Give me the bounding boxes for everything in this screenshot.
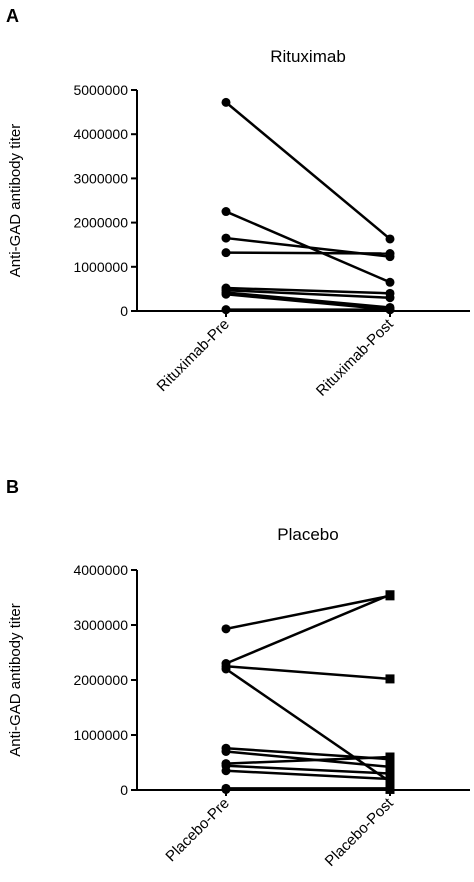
y-tick-label: 1000000 bbox=[73, 727, 128, 743]
post-point bbox=[385, 762, 395, 772]
pre-point bbox=[221, 664, 231, 674]
y-tick-label: 5000000 bbox=[73, 82, 128, 98]
x-category-label: Placebo-Post bbox=[322, 794, 398, 870]
y-tick-label: 0 bbox=[120, 303, 128, 319]
chart-panel-b: B Placebo Anti-GAD antibody titer 0 1000000 2… bbox=[6, 477, 470, 870]
series-line bbox=[225, 665, 391, 681]
chart-panel-a: A Rituximab Anti-GAD antibody titer 0 100000… bbox=[6, 6, 470, 400]
y-axis-label: Anti-GAD antibody titer bbox=[7, 124, 24, 277]
panel-letter: B bbox=[6, 477, 19, 497]
y-tick-label: 2000000 bbox=[73, 672, 128, 688]
chart-title: Placebo bbox=[277, 525, 338, 544]
y-tick-label: 3000000 bbox=[73, 617, 128, 633]
series-line bbox=[225, 594, 391, 631]
post-point bbox=[385, 774, 395, 784]
x-category-label: Placebo-Pre bbox=[162, 795, 232, 865]
y-axis-label: Anti-GAD antibody titer bbox=[7, 603, 24, 756]
chart-title: Rituximab bbox=[270, 47, 346, 66]
post-point bbox=[385, 590, 395, 600]
post-point bbox=[385, 234, 395, 244]
series-line bbox=[225, 755, 391, 765]
pre-point bbox=[221, 289, 231, 299]
x-category-label: Rituximab-Post bbox=[313, 315, 398, 400]
series-line bbox=[225, 286, 391, 295]
post-point bbox=[385, 249, 395, 259]
series-line bbox=[225, 288, 391, 299]
pre-point bbox=[221, 248, 231, 258]
post-point bbox=[385, 305, 395, 315]
y-tick-label: 4000000 bbox=[73, 562, 128, 578]
series-line bbox=[225, 101, 391, 240]
y-tick-label: 0 bbox=[120, 782, 128, 798]
pre-point bbox=[221, 747, 231, 756]
post-point bbox=[385, 277, 395, 287]
pre-point bbox=[221, 207, 231, 217]
post-point bbox=[385, 769, 395, 778]
post-point bbox=[385, 784, 395, 794]
y-tick-label: 3000000 bbox=[73, 170, 128, 186]
y-tick-label: 2000000 bbox=[73, 215, 128, 231]
pre-point bbox=[221, 766, 231, 776]
series-line bbox=[225, 667, 391, 783]
panel-letter: A bbox=[6, 6, 19, 26]
pre-point bbox=[221, 97, 231, 107]
series-line bbox=[225, 769, 391, 781]
pre-point bbox=[221, 624, 231, 634]
post-point bbox=[385, 674, 395, 684]
pre-point bbox=[221, 784, 231, 794]
pre-point bbox=[221, 305, 231, 315]
y-tick-label: 1000000 bbox=[73, 259, 128, 275]
series-line bbox=[225, 764, 391, 775]
pre-point bbox=[221, 233, 231, 243]
series-line bbox=[225, 593, 391, 665]
series-line bbox=[225, 291, 391, 309]
post-point bbox=[385, 293, 395, 303]
series-line bbox=[225, 292, 391, 311]
series-line bbox=[225, 251, 391, 255]
y-tick-label: 4000000 bbox=[73, 126, 128, 142]
post-point bbox=[385, 752, 395, 762]
x-category-label: Rituximab-Pre bbox=[154, 316, 233, 395]
